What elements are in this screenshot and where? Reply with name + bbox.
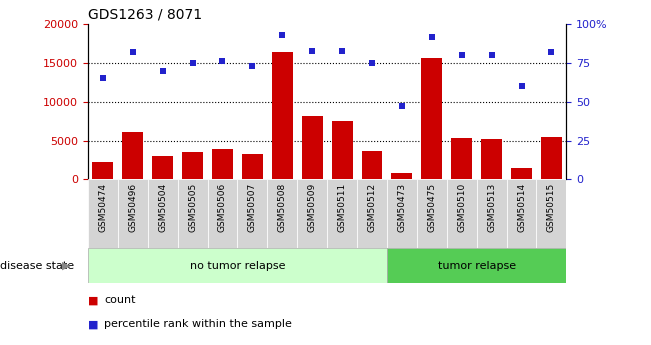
Bar [92,162,113,179]
Point [337,48,347,53]
Bar [447,179,477,248]
Bar [361,151,382,179]
Text: GSM50506: GSM50506 [218,183,227,232]
Bar [327,179,357,248]
Bar [391,173,412,179]
Text: GSM50513: GSM50513 [487,183,496,232]
Bar [536,179,566,248]
Text: GSM50505: GSM50505 [188,183,197,232]
Text: GSM50475: GSM50475 [427,183,436,232]
Bar [298,179,327,248]
Point [546,49,557,55]
Bar [238,179,268,248]
Bar [272,52,293,179]
Bar [451,138,472,179]
Bar [506,179,536,248]
Bar [511,168,532,179]
Bar [421,58,442,179]
Text: GSM50514: GSM50514 [517,183,526,232]
Text: disease state: disease state [0,261,74,270]
Point [128,49,138,55]
Point [247,63,258,69]
Text: ■: ■ [88,319,98,329]
Text: GSM50511: GSM50511 [338,183,346,232]
Text: GSM50509: GSM50509 [308,183,316,232]
Bar [357,179,387,248]
Text: GSM50473: GSM50473 [397,183,406,232]
Bar [182,152,203,179]
Text: GSM50512: GSM50512 [367,183,376,232]
Bar [481,139,502,179]
Point [516,83,527,89]
Text: ■: ■ [88,295,98,305]
Point [367,60,377,66]
Point [158,68,168,73]
Bar [387,248,566,283]
Text: GSM50515: GSM50515 [547,183,556,232]
Text: count: count [104,295,135,305]
Bar [301,116,323,179]
Point [307,48,318,53]
Bar [417,179,447,248]
Point [456,52,467,58]
Bar [118,179,148,248]
Point [426,34,437,39]
Point [217,59,228,64]
Text: GSM50504: GSM50504 [158,183,167,232]
Point [277,32,288,38]
Bar [152,156,173,179]
Text: GSM50508: GSM50508 [278,183,287,232]
Bar [331,121,353,179]
Text: GSM50496: GSM50496 [128,183,137,232]
Point [396,104,407,109]
Text: no tumor relapse: no tumor relapse [189,261,285,270]
Bar [88,248,387,283]
Bar [208,179,238,248]
Bar [268,179,298,248]
Text: GSM50510: GSM50510 [457,183,466,232]
Text: GSM50507: GSM50507 [248,183,257,232]
Text: ▶: ▶ [62,261,70,270]
Point [486,52,497,58]
Point [98,76,108,81]
Text: tumor relapse: tumor relapse [437,261,516,270]
Bar [387,179,417,248]
Bar [148,179,178,248]
Bar [88,179,118,248]
Text: GSM50474: GSM50474 [98,183,107,232]
Bar [541,137,562,179]
Bar [242,154,263,179]
Point [187,60,198,66]
Bar [178,179,208,248]
Bar [212,149,233,179]
Bar [122,132,143,179]
Text: percentile rank within the sample: percentile rank within the sample [104,319,292,329]
Text: GDS1263 / 8071: GDS1263 / 8071 [88,8,202,22]
Bar [477,179,506,248]
